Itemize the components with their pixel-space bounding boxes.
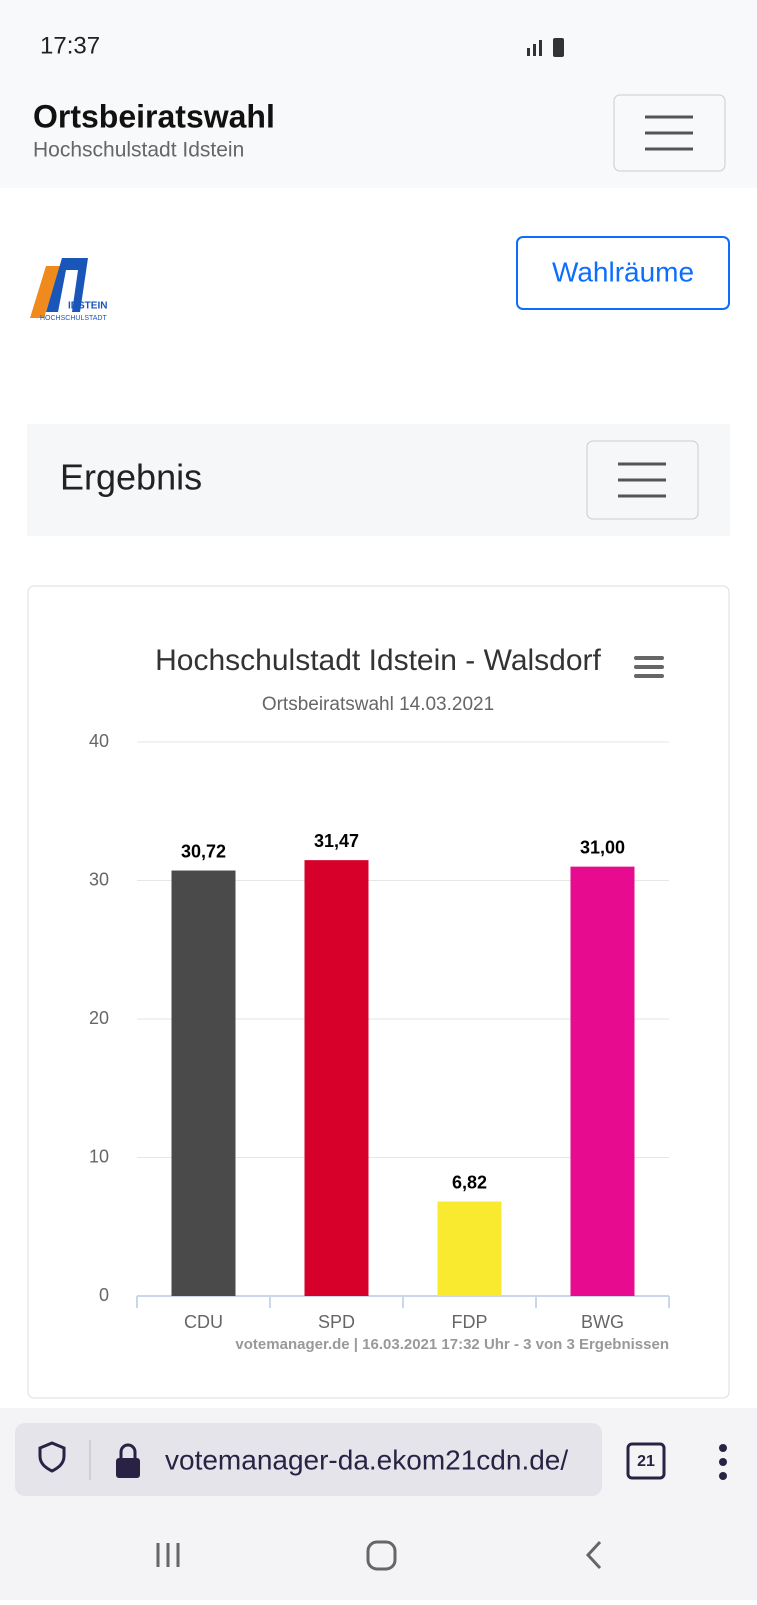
top-bar xyxy=(0,0,757,188)
status-time: 17:37 xyxy=(40,32,100,59)
y-tick-label: 20 xyxy=(89,1008,109,1028)
plot: 0 10 20 30 40 CDU 30,72 SPD 31,47 FDP 6,82 BWG 31,00 xyxy=(89,731,670,1332)
bar xyxy=(437,1201,502,1296)
bar xyxy=(304,860,369,1296)
tabs-button[interactable]: 21 xyxy=(626,1442,666,1480)
logo-text: IDSTEIN xyxy=(68,301,107,312)
rooms-button[interactable]: Wahlräume xyxy=(516,236,730,310)
x-tick-label: FDP xyxy=(452,1312,488,1332)
header-subtitle: Hochschulstadt Idstein xyxy=(33,139,244,162)
url-text[interactable]: votemanager-da.ekom21cdn.de/ xyxy=(165,1444,568,1475)
value-label: 30,72 xyxy=(181,841,226,861)
y-tick-label: 40 xyxy=(89,731,109,751)
logo-subtext: HOCHSCHULSTADT xyxy=(40,315,107,322)
menu-button[interactable] xyxy=(613,94,726,172)
bar xyxy=(171,870,236,1296)
value-label: 31,00 xyxy=(580,837,625,857)
y-tick-label: 30 xyxy=(89,869,109,889)
section-title: Ergebnis xyxy=(60,457,202,498)
x-tick-label: CDU xyxy=(184,1312,223,1332)
value-label: 31,47 xyxy=(314,831,359,851)
section-bar xyxy=(27,424,730,536)
logo: IDSTEIN HOCHSCHULSTADT xyxy=(30,258,107,322)
chart-menu[interactable] xyxy=(634,656,664,678)
section-menu-button[interactable] xyxy=(586,440,699,520)
y-tick-label: 10 xyxy=(89,1146,109,1166)
bar xyxy=(570,866,635,1296)
nav-bar[interactable] xyxy=(156,1540,602,1571)
tabs-count[interactable]: 21 xyxy=(637,1453,655,1470)
status-icons xyxy=(527,38,564,57)
value-label: 6,82 xyxy=(452,1172,487,1192)
url-bar[interactable]: votemanager-da.ekom21cdn.de/ xyxy=(15,1423,602,1496)
header-title: Ortsbeiratswahl xyxy=(33,98,275,134)
chart-title: Hochschulstadt Idstein - Walsdorf xyxy=(155,644,601,677)
x-tick-label: SPD xyxy=(318,1312,355,1332)
overflow-menu[interactable] xyxy=(719,1444,727,1480)
x-tick-label: BWG xyxy=(581,1312,624,1332)
y-tick-label: 0 xyxy=(99,1285,109,1305)
chart-credits: votemanager.de | 16.03.2021 17:32 Uhr - … xyxy=(235,1336,669,1353)
chart-subtitle: Ortsbeiratswahl 14.03.2021 xyxy=(262,694,494,715)
rooms-button-label[interactable]: Wahlräume xyxy=(552,256,694,287)
